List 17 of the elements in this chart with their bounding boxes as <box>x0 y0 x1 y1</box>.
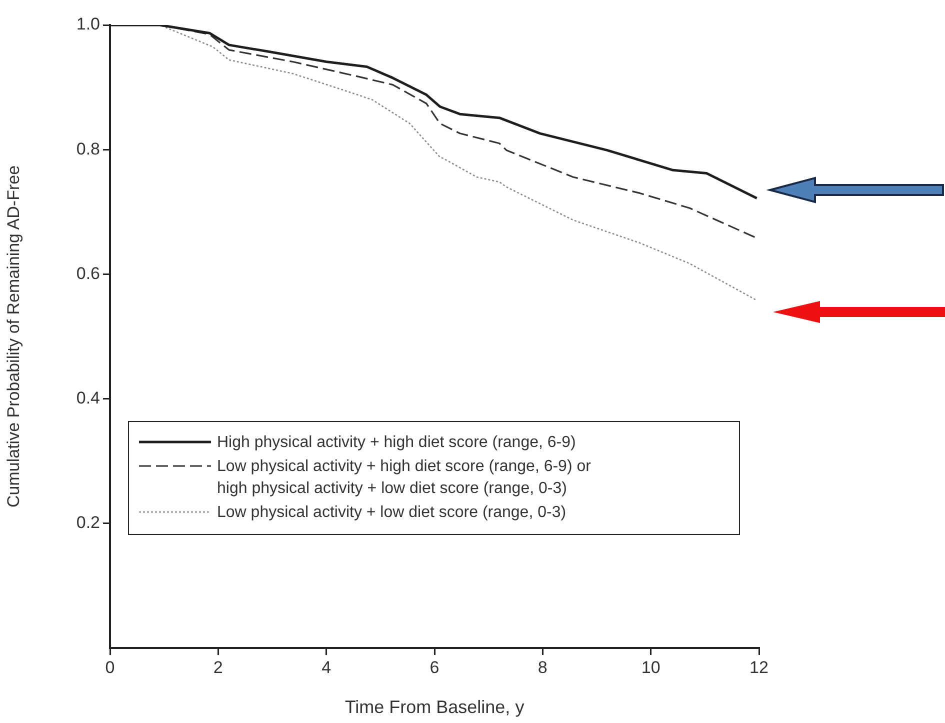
x-tick-label: 2 <box>213 658 223 677</box>
legend-label: Low physical activity + low diet score (range, 0-3) <box>217 503 566 523</box>
y-tick-label: 0.8 <box>76 139 100 158</box>
y-tick-label: 1.0 <box>76 14 100 34</box>
legend-label: High physical activity + high diet score (range, 6-9) <box>217 433 576 453</box>
y-tick-label: 0.6 <box>76 264 100 283</box>
x-tick-label: 12 <box>750 658 768 677</box>
y-tick-label: 0.2 <box>76 513 100 532</box>
y-axis-title: Cumulative Probability of Remaining AD-Free <box>4 165 23 508</box>
x-tick-label: 4 <box>322 658 332 677</box>
x-axis-title: Time From Baseline, y <box>344 697 524 718</box>
x-tick-label: 8 <box>538 658 548 677</box>
x-tick-label: 0 <box>105 658 115 677</box>
x-tick-label: 10 <box>641 658 660 677</box>
y-tick-label: 0.4 <box>76 388 100 408</box>
legend-label: Low physical activity + high diet score (range, 6-9) or high physical activity + low diet score (range, 0-3) <box>217 457 592 499</box>
x-tick-label: 6 <box>430 658 440 677</box>
